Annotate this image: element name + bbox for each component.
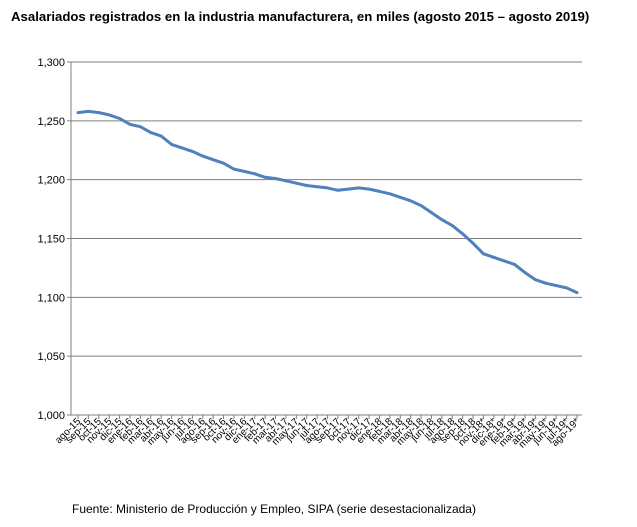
y-tick-label: 1,200: [37, 175, 65, 187]
data-point: [326, 186, 329, 190]
data-point: [159, 134, 163, 138]
data-point: [284, 179, 288, 183]
data-point: [97, 111, 101, 114]
data-point: [305, 184, 309, 187]
data-point: [222, 161, 225, 165]
data-point: [86, 110, 90, 113]
data-point: [534, 278, 537, 282]
data-point: [461, 232, 465, 236]
data-point: [149, 131, 153, 135]
data-point: [263, 175, 267, 179]
data-point: [482, 252, 485, 256]
data-point: [294, 181, 298, 185]
series-layer: [76, 109, 579, 295]
data-point: [523, 271, 527, 275]
data-point: [513, 262, 517, 266]
data-point: [118, 117, 121, 120]
data-point: [138, 125, 142, 129]
data-point: [76, 111, 80, 114]
data-point: [315, 185, 319, 189]
data-point: [232, 167, 236, 171]
y-tick-label: 1,000: [37, 410, 65, 422]
data-point: [201, 154, 205, 158]
data-point: [492, 255, 496, 259]
y-tick-label: 1,300: [37, 57, 65, 69]
data-point: [378, 190, 381, 193]
y-tick-label: 1,150: [37, 234, 65, 246]
gridlines: [71, 61, 582, 357]
data-point: [440, 218, 444, 222]
data-point: [367, 187, 371, 191]
data-point: [398, 195, 402, 199]
data-point: [107, 113, 111, 117]
data-point: [190, 150, 194, 153]
data-point: [388, 192, 392, 196]
data-point: [471, 241, 475, 245]
data-point: [554, 284, 558, 287]
data-point: [128, 122, 132, 126]
y-tick-label: 1,100: [37, 292, 65, 304]
x-axis: ago-15sep-15oct-15nov-15dic-15ene-16feb-…: [53, 414, 582, 450]
data-point: [274, 177, 277, 180]
series-line: [76, 109, 579, 295]
data-point: [242, 170, 246, 173]
y-tick-label: 1,050: [37, 351, 65, 363]
y-axis: 1,000 1,050 1,100 1,150 1,200 1,250 1,300: [37, 57, 72, 422]
chart-source-note: Fuente: Ministerio de Producción y Emple…: [72, 502, 476, 516]
data-point: [211, 158, 215, 162]
y-tick-label: 1,250: [37, 116, 65, 128]
data-point: [336, 188, 340, 192]
data-point: [502, 259, 506, 263]
data-point: [575, 291, 579, 295]
data-point: [170, 142, 173, 146]
data-point: [346, 187, 350, 191]
data-point: [565, 286, 569, 290]
data-point: [409, 199, 413, 203]
data-point: [180, 146, 184, 150]
data-point: [253, 172, 257, 176]
chart-title: Asalariados registrados en la industria …: [11, 9, 590, 24]
data-point: [430, 211, 433, 215]
line-chart: 1,000 1,050 1,100 1,150 1,200 1,250 1,300 ago-…: [37, 57, 582, 450]
data-point: [544, 281, 548, 285]
data-point: [419, 204, 423, 207]
data-point: [357, 186, 361, 190]
data-point: [450, 224, 454, 227]
